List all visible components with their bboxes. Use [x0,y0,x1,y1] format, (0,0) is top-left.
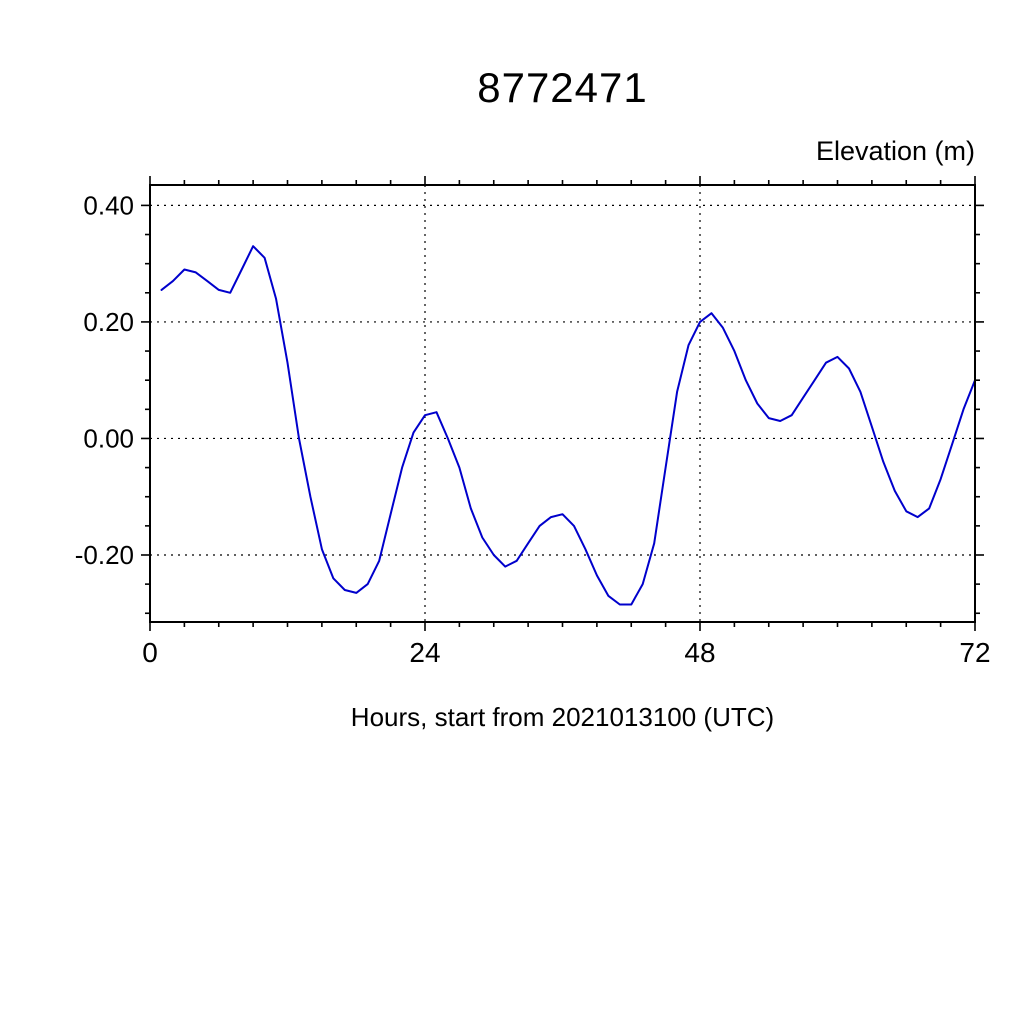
chart-title: 8772471 [477,64,648,111]
x-tick-label: 48 [684,637,715,668]
y-tick-label: 0.00 [83,423,134,453]
plot-area: 0 24 48 72 0.40 0.20 0.00 -0.20 [75,176,991,668]
data-line [160,245,976,606]
x-tick-label: 0 [142,637,158,668]
x-tick-label: 24 [409,637,440,668]
y-tick-label: 0.40 [83,190,134,220]
plot-frame [149,184,976,623]
y-axis-title: Elevation (m) [815,136,975,166]
x-tick-label: 72 [959,637,990,668]
y-tick-label: -0.20 [75,540,134,570]
x-axis-title: Hours, start from 2021013100 (UTC) [350,702,775,732]
y-tick-label: 0.20 [83,307,134,337]
